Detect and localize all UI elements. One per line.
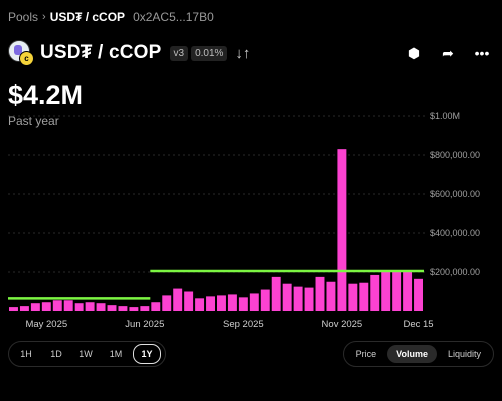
- volume-bar: [74, 303, 84, 311]
- chart-type-liquidity[interactable]: Liquidity: [447, 349, 481, 359]
- volume-bar: [96, 303, 106, 311]
- breadcrumb-pools-link[interactable]: Pools: [8, 10, 39, 24]
- volume-bar: [85, 302, 95, 311]
- time-range-selector: 1H 1D 1W 1M 1Y: [8, 341, 166, 367]
- y-tick-label: $200,000.00: [430, 267, 480, 277]
- volume-bar: [129, 307, 139, 311]
- time-range-1m[interactable]: 1M: [109, 349, 123, 359]
- chart-type-volume[interactable]: Volume: [387, 345, 437, 363]
- top-actions: ⬢ ➦ •••: [404, 44, 492, 62]
- volume-bar: [315, 276, 325, 311]
- volume-bar: [195, 298, 205, 311]
- breadcrumb-pair: USD₮ / cCOP: [49, 10, 126, 24]
- volume-bar: [260, 289, 270, 311]
- volume-bar: [282, 283, 292, 311]
- share-arrow-icon[interactable]: ➦: [442, 44, 454, 61]
- volume-bar: [381, 272, 391, 311]
- volume-bar: [293, 286, 303, 311]
- swap-direction-icon[interactable]: ↓↑: [235, 44, 251, 62]
- fee-badge: 0.01%: [191, 45, 228, 61]
- volume-bar: [118, 306, 128, 311]
- volume-bar: [392, 270, 402, 311]
- volume-bar: [238, 297, 248, 311]
- volume-bar: [63, 300, 73, 311]
- x-tick-label: Nov 2025: [322, 319, 363, 330]
- total-volume-value: $4.2M: [8, 80, 84, 110]
- chevron-right-icon: ›: [42, 11, 46, 23]
- volume-bar: [359, 282, 369, 311]
- volume-bar: [337, 149, 347, 311]
- x-tick-label: Jun 2025: [125, 319, 164, 330]
- pool-header: c USD₮ / cCOP v3 0.01% ↓↑: [8, 40, 250, 66]
- volume-bar: [304, 287, 314, 311]
- volume-bar: [206, 296, 215, 311]
- volume-bar: [140, 306, 150, 311]
- x-tick-label: May 2025: [25, 319, 67, 330]
- volume-bar: [173, 288, 183, 311]
- pair-title: USD₮ / cCOP: [40, 42, 162, 63]
- ccop-token-icon: c: [19, 51, 34, 66]
- volume-bar: [52, 300, 62, 311]
- volume-bar: [151, 302, 161, 311]
- more-icon[interactable]: •••: [474, 45, 490, 61]
- x-tick-label: Dec 15: [403, 319, 433, 330]
- y-tick-label: $600,000.00: [430, 189, 480, 199]
- time-range-1d[interactable]: 1D: [50, 349, 62, 359]
- volume-bar: [326, 281, 336, 311]
- time-range-1w[interactable]: 1W: [79, 349, 93, 359]
- volume-bar: [9, 307, 18, 311]
- volume-bar: [403, 270, 413, 311]
- y-tick-label: $1.00M: [430, 111, 460, 121]
- volume-bar: [227, 294, 237, 311]
- volume-bar: [271, 276, 281, 311]
- volume-bar: [184, 291, 194, 311]
- chart-type-selector: Price Volume Liquidity: [342, 341, 494, 367]
- volume-bar: [414, 278, 423, 311]
- pool-address[interactable]: 0x2AC5...17B0: [133, 10, 214, 24]
- volume-bar: [30, 303, 40, 311]
- volume-bar: [249, 293, 259, 311]
- time-range-1y[interactable]: 1Y: [133, 344, 161, 364]
- volume-bar: [217, 295, 226, 311]
- volume-bar: [19, 306, 29, 311]
- chart-type-price[interactable]: Price: [355, 349, 377, 359]
- time-range-1h[interactable]: 1H: [20, 349, 32, 359]
- volume-bar: [162, 295, 172, 311]
- volume-chart[interactable]: $1.00M $800,000.00 $600,000.00 $400,000.00 $…: [0, 105, 502, 335]
- period-label: Past year: [8, 114, 59, 128]
- x-tick-label: Sep 2025: [223, 319, 264, 330]
- volume-bar: [370, 274, 380, 311]
- share-network-icon[interactable]: ⬢: [407, 44, 421, 61]
- token-logos: c: [8, 40, 34, 66]
- y-tick-label: $400,000.00: [430, 228, 480, 238]
- volume-bar: [107, 305, 117, 311]
- volume-bar: [348, 283, 358, 311]
- breadcrumb: Pools › USD₮ / cCOP 0x2AC5...17B0: [8, 10, 214, 24]
- version-badge: v3: [169, 45, 189, 61]
- volume-bar: [41, 302, 51, 311]
- y-tick-label: $800,000.00: [430, 150, 480, 160]
